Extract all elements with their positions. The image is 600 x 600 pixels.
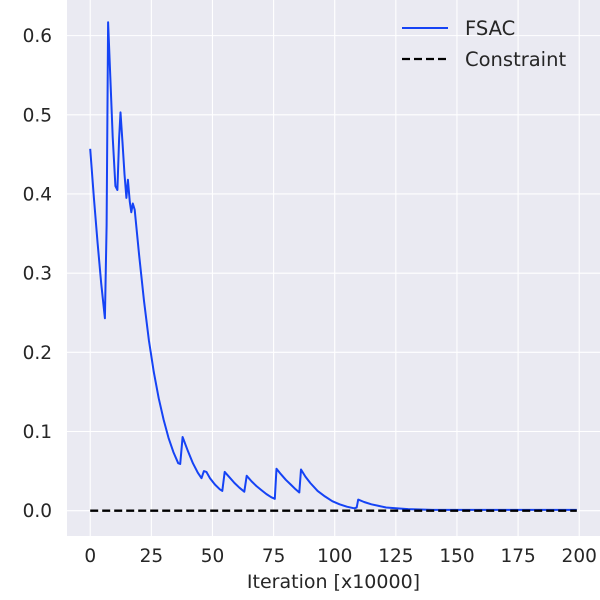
y-tick-label: 0.6 [23,26,52,47]
x-tick-label: 100 [317,546,352,567]
series-fsac-line [89,21,577,511]
x-tick-label: 50 [201,546,225,567]
legend: FSAC Constraint [402,17,566,71]
x-tick-label: 150 [439,546,474,567]
x-tick-label: 200 [562,546,597,567]
y-tick-label: 0.0 [23,501,52,522]
legend-label-constraint: Constraint [465,48,566,71]
plot-background [67,0,600,536]
y-tick-label: 0.3 [23,264,52,285]
y-axis-ticks: 0.0 0.1 0.2 0.3 0.4 0.5 0.6 [23,26,52,522]
x-tick-label: 125 [378,546,413,567]
x-tick-label: 175 [500,546,535,567]
x-axis-label: Iteration [x10000] [247,571,420,593]
x-axis-ticks: 0 25 50 75 100 125 150 175 200 [84,546,597,567]
y-tick-label: 0.5 [23,105,52,126]
y-tick-label: 0.1 [23,422,52,443]
y-tick-label: 0.4 [23,184,52,205]
series-layer [89,21,577,512]
legend-label-fsac: FSAC [465,17,515,40]
y-tick-label: 0.2 [23,343,52,364]
x-tick-label: 75 [262,546,286,567]
grid-lines [67,0,600,536]
x-tick-label: 25 [140,546,164,567]
x-tick-label: 0 [84,546,96,567]
